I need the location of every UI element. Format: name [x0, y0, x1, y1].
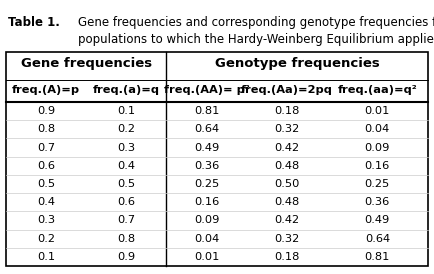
Text: 0.09: 0.09 [365, 142, 390, 153]
Text: 0.5: 0.5 [37, 179, 55, 189]
Text: 0.09: 0.09 [194, 215, 219, 226]
Text: 0.9: 0.9 [37, 106, 55, 116]
Text: 0.4: 0.4 [37, 197, 55, 207]
Text: 0.7: 0.7 [117, 215, 135, 226]
Text: freq.(Aa)=2pq: freq.(Aa)=2pq [241, 85, 332, 95]
Text: 0.3: 0.3 [37, 215, 55, 226]
Text: 0.32: 0.32 [274, 234, 299, 244]
Text: 0.6: 0.6 [117, 197, 135, 207]
Text: 0.16: 0.16 [365, 161, 390, 171]
Text: 0.42: 0.42 [274, 142, 299, 153]
Bar [6, 52, 428, 266]
Text: 0.01: 0.01 [365, 106, 390, 116]
Text: 0.81: 0.81 [194, 106, 219, 116]
Text: Table 1.: Table 1. [8, 16, 60, 29]
Text: 0.01: 0.01 [194, 252, 219, 262]
Text: 0.04: 0.04 [194, 234, 219, 244]
Text: 0.1: 0.1 [37, 252, 55, 262]
Text: 0.81: 0.81 [365, 252, 390, 262]
Text: 0.36: 0.36 [365, 197, 390, 207]
Text: 0.7: 0.7 [37, 142, 55, 153]
Text: 0.64: 0.64 [365, 234, 390, 244]
Text: 0.4: 0.4 [117, 161, 135, 171]
Text: 0.25: 0.25 [194, 179, 219, 189]
Text: 0.49: 0.49 [194, 142, 219, 153]
Text: 0.42: 0.42 [274, 215, 299, 226]
Text: freq.(AA)= p²: freq.(AA)= p² [164, 85, 250, 95]
Text: 0.5: 0.5 [117, 179, 135, 189]
Text: 0.49: 0.49 [365, 215, 390, 226]
Text: Genotype frequencies: Genotype frequencies [215, 58, 380, 70]
Text: 0.50: 0.50 [274, 179, 299, 189]
Text: 0.64: 0.64 [194, 124, 219, 134]
Text: 0.04: 0.04 [365, 124, 390, 134]
Text: freq.(a)=q: freq.(a)=q [93, 85, 160, 95]
Text: 0.9: 0.9 [117, 252, 135, 262]
Text: 0.16: 0.16 [194, 197, 219, 207]
Text: 0.2: 0.2 [117, 124, 135, 134]
Text: Gene frequencies and corresponding genotype frequencies for
populations to which: Gene frequencies and corresponding genot… [78, 16, 434, 46]
Text: 0.1: 0.1 [117, 106, 135, 116]
Text: 0.25: 0.25 [365, 179, 390, 189]
Text: Gene frequencies: Gene frequencies [21, 58, 152, 70]
Text: 0.18: 0.18 [274, 106, 299, 116]
Text: 0.6: 0.6 [37, 161, 55, 171]
Text: 0.18: 0.18 [274, 252, 299, 262]
Text: 0.8: 0.8 [37, 124, 55, 134]
Text: 0.32: 0.32 [274, 124, 299, 134]
Text: freq.(A)=p: freq.(A)=p [12, 85, 80, 95]
Text: 0.2: 0.2 [37, 234, 55, 244]
Text: 0.48: 0.48 [274, 197, 299, 207]
Text: 0.8: 0.8 [117, 234, 135, 244]
Text: 0.3: 0.3 [117, 142, 135, 153]
Text: 0.36: 0.36 [194, 161, 219, 171]
Text: 0.48: 0.48 [274, 161, 299, 171]
Text: freq.(aa)=q²: freq.(aa)=q² [338, 85, 417, 95]
